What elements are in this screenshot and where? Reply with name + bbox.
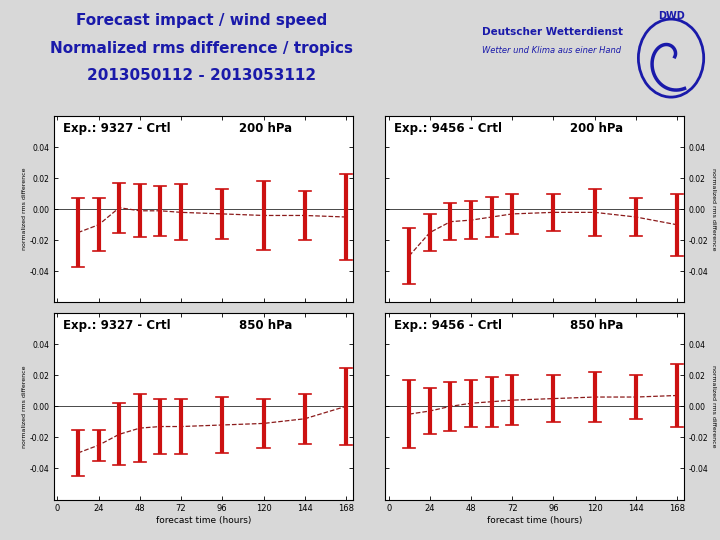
Text: Deutscher Wetterdienst: Deutscher Wetterdienst (482, 27, 624, 37)
Text: Exp.: 9327 - Crtl: Exp.: 9327 - Crtl (63, 319, 171, 332)
Text: Wetter und Klima aus einer Hand: Wetter und Klima aus einer Hand (482, 46, 621, 55)
Text: 200 hPa: 200 hPa (570, 122, 624, 134)
Text: Exp.: 9327 - Crtl: Exp.: 9327 - Crtl (63, 122, 171, 134)
Text: 200 hPa: 200 hPa (239, 122, 292, 134)
Text: 2013050112 - 2013053112: 2013050112 - 2013053112 (87, 68, 316, 83)
Text: 850 hPa: 850 hPa (570, 319, 624, 332)
Text: 850 hPa: 850 hPa (239, 319, 292, 332)
X-axis label: forecast time (hours): forecast time (hours) (487, 516, 582, 525)
Text: Forecast impact / wind speed: Forecast impact / wind speed (76, 14, 327, 29)
Y-axis label: normalized rms difference: normalized rms difference (22, 365, 27, 448)
Text: Exp.: 9456 - Crtl: Exp.: 9456 - Crtl (394, 319, 502, 332)
Y-axis label: normalized rms difference: normalized rms difference (711, 168, 716, 251)
X-axis label: forecast time (hours): forecast time (hours) (156, 516, 251, 525)
Y-axis label: normalized rms difference: normalized rms difference (711, 365, 716, 448)
Text: Normalized rms difference / tropics: Normalized rms difference / tropics (50, 40, 353, 56)
Text: DWD: DWD (657, 11, 685, 21)
Text: Exp.: 9456 - Crtl: Exp.: 9456 - Crtl (394, 122, 502, 134)
Y-axis label: normalized rms difference: normalized rms difference (22, 168, 27, 251)
